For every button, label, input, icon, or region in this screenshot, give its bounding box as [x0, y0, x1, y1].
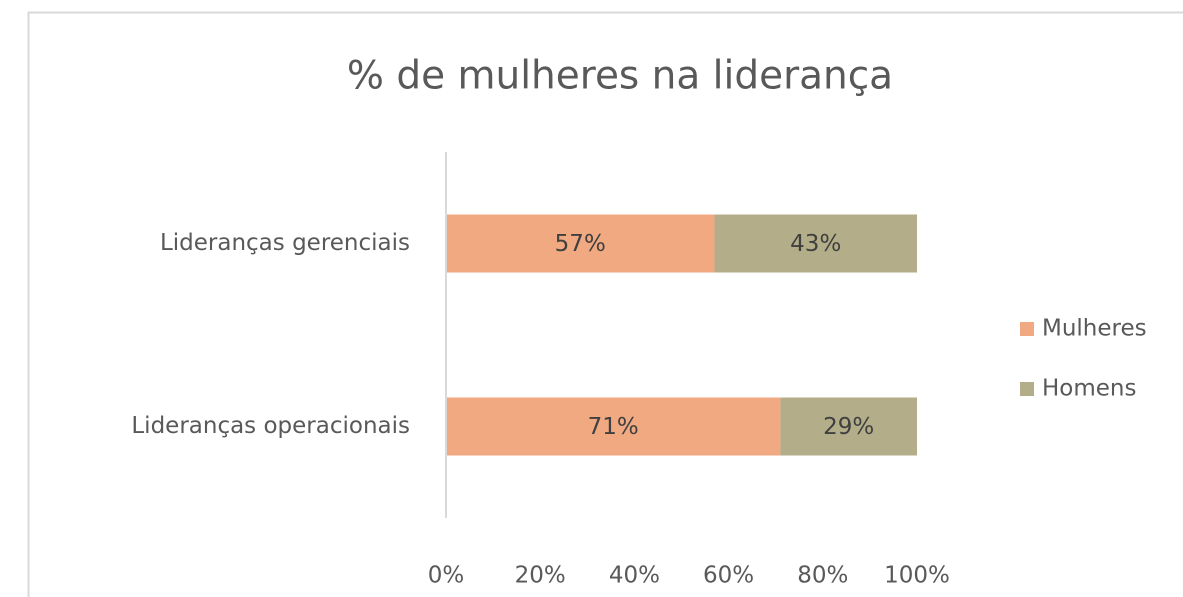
- bar-segment: [446, 397, 781, 456]
- legend-swatch: [1020, 382, 1034, 396]
- chart-title: % de mulheres na liderança: [347, 54, 893, 99]
- x-tick-label: 80%: [797, 563, 848, 589]
- x-tick-label: 40%: [609, 563, 660, 589]
- bar-segment: [780, 397, 917, 456]
- legend-label: Mulheres: [1042, 316, 1147, 342]
- x-tick-label: 0%: [428, 563, 465, 589]
- legend-label: Homens: [1042, 376, 1136, 402]
- x-tick-label: 100%: [884, 563, 950, 589]
- x-tick-label: 20%: [515, 563, 566, 589]
- y-tick-label: Lideranças gerenciais: [160, 230, 410, 256]
- data-label: 57%: [555, 231, 606, 257]
- y-tick-label: Lideranças operacionais: [131, 413, 410, 439]
- data-label: 43%: [790, 231, 841, 257]
- legend-swatch: [1020, 322, 1034, 336]
- chart-frame: [27, 11, 1183, 597]
- data-label: 71%: [588, 414, 639, 440]
- bar-segment: [714, 214, 917, 273]
- bar-segment: [446, 214, 715, 273]
- x-tick-label: 60%: [703, 563, 754, 589]
- data-label: 29%: [823, 414, 874, 440]
